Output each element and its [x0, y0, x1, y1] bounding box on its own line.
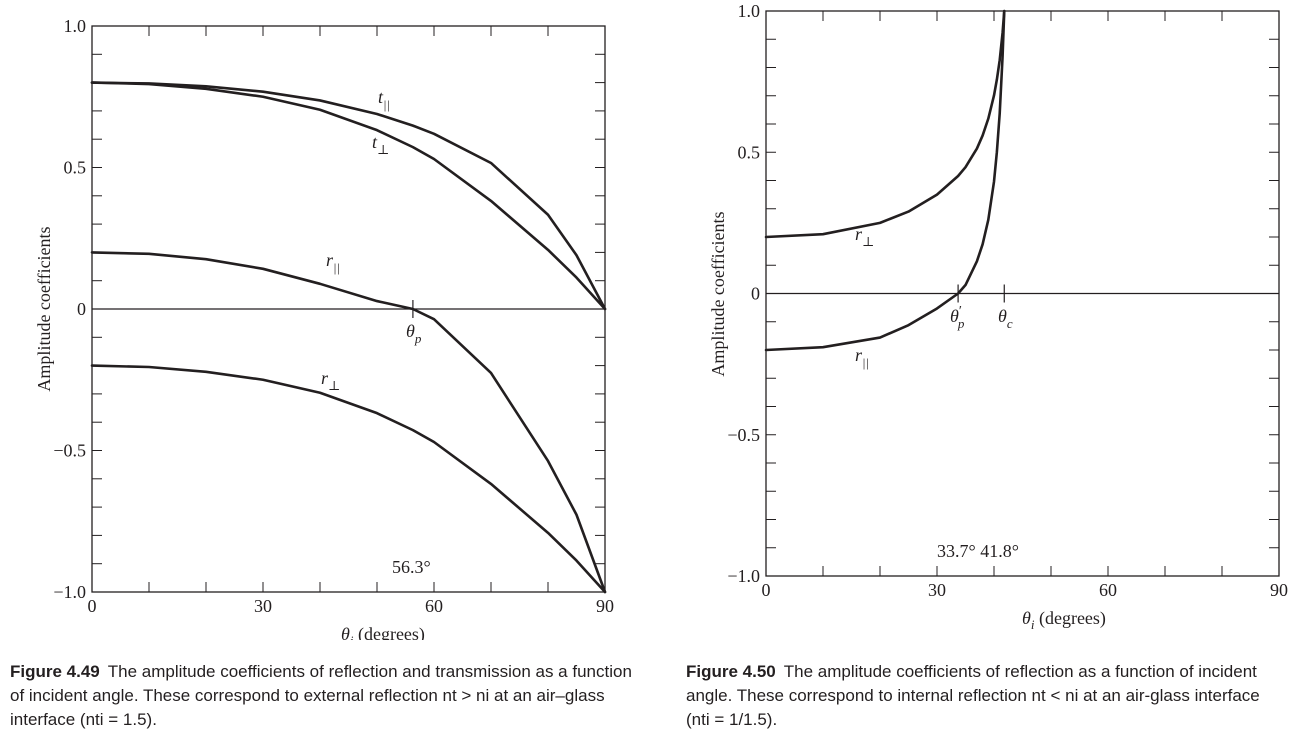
chart-fig-4-50: 0 30 60 90 −1.0 −0.5 0 0.5 1.0 θi (degrees) Amplit…	[708, 1, 1288, 632]
y-tick-label: −1.0	[53, 582, 86, 602]
series-line-2	[90, 251, 607, 594]
x-tick-label: 30	[254, 596, 272, 616]
series-label: r||	[326, 250, 340, 275]
series-label: t⊥	[372, 132, 389, 157]
series-label: r||	[855, 345, 869, 370]
y-tick-label: 0.5	[64, 158, 87, 178]
x-tick-label: 60	[1099, 580, 1117, 600]
y-tick-label: −1.0	[727, 566, 760, 586]
series-line-1	[90, 81, 607, 311]
x-axis-label: θi (degrees)	[341, 624, 425, 640]
y-tick-label: 0.5	[738, 142, 761, 162]
series-line-3	[90, 364, 607, 594]
annotation-label: θ′ p	[950, 304, 965, 331]
annotation-text: 56.3°	[392, 557, 431, 577]
series-line-1	[764, 9, 1006, 352]
y-axis-label: Amplitude coefficients	[34, 226, 54, 391]
y-axis-label: Amplitude coefficients	[708, 211, 728, 376]
x-tick-label: 30	[928, 580, 946, 600]
caption-label: Figure 4.50	[686, 662, 776, 681]
series-label: t||	[378, 87, 390, 112]
series-line-0	[90, 81, 607, 311]
y-tick-label: −0.5	[727, 425, 760, 445]
x-tick-label: 60	[425, 596, 443, 616]
y-tick-label: 0	[751, 284, 760, 304]
annotation-text: 33.7° 41.8°	[937, 541, 1019, 561]
caption-text: The amplitude coefficients of reflection…	[10, 662, 632, 729]
series-line-0	[764, 9, 1006, 239]
y-tick-label: 1.0	[738, 1, 761, 21]
annotation-label: θc	[998, 306, 1013, 331]
caption-text: The amplitude coefficients of reflection…	[686, 662, 1260, 729]
x-tick-label: 90	[596, 596, 614, 616]
x-tick-label: 0	[88, 596, 97, 616]
chart-fig-4-49: 0 30 60 90 −1.0 −0.5 0 0.5 1.0 θi (degrees) Amplit…	[34, 16, 614, 640]
series-label: r⊥	[855, 224, 874, 249]
caption-fig-4-50: Figure 4.50 The amplitude coefficients of…	[686, 660, 1286, 732]
y-tick-label: −0.5	[53, 441, 86, 461]
figures-canvas: 0 30 60 90 −1.0 −0.5 0 0.5 1.0 θi (degrees) Amplit…	[34, 1, 1288, 640]
y-tick-label: 0	[77, 299, 86, 319]
series-label: r⊥	[321, 368, 340, 393]
caption-label: Figure 4.49	[10, 662, 100, 681]
x-axis-label: θi (degrees)	[1022, 608, 1106, 632]
annotation-label: θp	[406, 321, 422, 346]
caption-fig-4-49: Figure 4.49 The amplitude coefficients of…	[10, 660, 635, 732]
y-tick-label: 1.0	[64, 16, 87, 36]
x-tick-label: 90	[1270, 580, 1288, 600]
x-tick-label: 0	[762, 580, 771, 600]
